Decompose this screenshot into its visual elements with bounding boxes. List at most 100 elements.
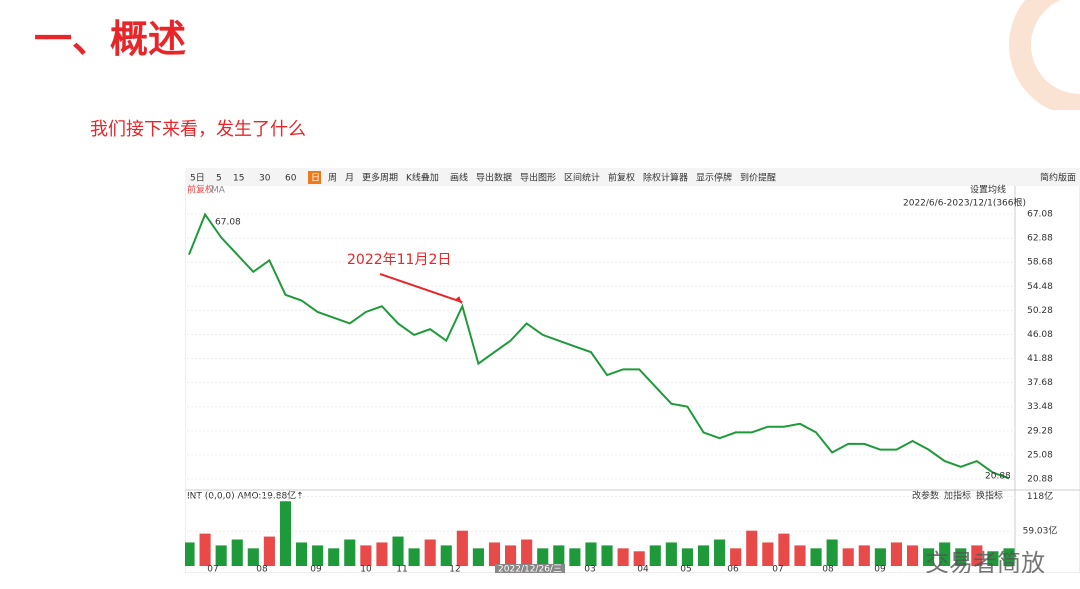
volume-bar [521,539,533,566]
toolbar-item[interactable]: 周 [328,173,337,184]
volume-button[interactable]: 改参数 [912,490,939,502]
toolbar-item[interactable]: 导出数据 [476,172,512,184]
volume-bar [649,545,661,566]
volume-bar [263,536,275,566]
slide-title: 一、概述 [34,17,187,61]
slide-subtitle: 我们接下来看，发生了什么 [90,119,306,140]
y-tick-label: 59.03亿 [1023,525,1058,537]
watermark: 交易者简放 [925,549,1045,573]
volume-bar [312,545,324,566]
volume-bar [730,548,742,566]
volume-bar [858,545,870,566]
volume-bar [585,542,597,566]
x-tick-label: 12 [449,565,460,574]
volume-bar [392,536,404,566]
y-tick-label: 67.08 [1027,210,1053,220]
toolbar-item[interactable]: 月 [345,173,354,184]
volume-bar [633,551,645,566]
x-tick-label: 09 [874,565,886,574]
y-tick-label: 20.88 [1027,475,1053,485]
legend: MA [211,186,226,196]
volume-bar [601,545,613,566]
volume-bar [955,548,967,566]
toolbar-item[interactable]: 5日 [190,173,205,184]
toolbar-item[interactable]: 更多周期 [362,172,398,184]
x-tick-label: 08 [256,565,268,574]
volume-bar [794,545,806,566]
x-tick-label: 11 [396,565,407,574]
x-tick-label: 03 [584,565,595,574]
y-tick-label: 118亿 [1027,490,1053,502]
x-tick-label: 07 [207,565,218,574]
toolbar-item[interactable]: 15 [233,174,244,184]
volume-bar [681,548,693,566]
toolbar-item[interactable]: 30 [259,174,271,184]
x-tick-label: 08 [822,565,834,574]
volume-bar [987,551,999,566]
x-tick-label: 05 [680,565,691,574]
x-tick-label: 10 [360,565,372,574]
volume-bar [360,545,372,566]
volume-bar [842,548,854,566]
x-tick-label: 07 [772,565,783,574]
toolbar-item[interactable]: 显示停牌 [696,172,732,184]
annotation-arrow [379,273,463,304]
y-tick-label: 41.88 [1027,354,1053,364]
volume-bar [344,539,356,566]
volume-bar [456,530,468,566]
volume-bar [778,533,790,566]
y-tick-label: 62.88 [1027,234,1053,244]
y-tick-label: 50.28 [1027,306,1053,316]
volume-bar [488,542,501,566]
x-tick-label: 06 [727,565,739,574]
toolbar-item[interactable]: 前复权 [608,172,635,184]
toolbar-item[interactable]: 画线 [450,172,468,184]
toolbar-item[interactable]: K线叠加 [406,172,439,184]
x-cursor-box [495,564,565,573]
range: 2022/6/6-2023/12/1(366根) [903,197,1026,209]
low-label: 20.88 [985,472,1011,482]
volume-bar [279,501,292,566]
volume-button[interactable]: 加指标 [944,490,971,502]
y-tick-label: 54.48 [1027,282,1053,292]
volume-bar [826,539,838,566]
volume-bar [215,545,227,566]
volume-bar [376,542,388,566]
volume-bar [505,545,517,566]
toolbar-item[interactable]: 除权计算器 [643,172,688,184]
high-label: 67.08 [215,218,241,228]
volume-bar [199,533,211,566]
toolbar-item[interactable]: 日 [311,173,320,184]
volume-bar [328,548,340,566]
volume-button[interactable]: 换指标 [976,490,1003,502]
annotation: 2022年11月2日 [347,252,451,268]
toolbar-right: 简约版面 [1040,172,1076,184]
toolbar-item[interactable]: 到价提醒 [740,172,776,184]
volume-bar [408,548,420,566]
volume-bar [810,548,822,566]
volume-bar [906,545,919,566]
volume-bar [746,530,758,566]
volume-bar [971,545,983,566]
volume-bar [923,548,935,566]
legend: 前复权 [187,184,214,196]
volume-bar [874,548,886,566]
volume-bar [762,542,774,566]
toolbar-item[interactable]: 区间统计 [564,172,600,184]
toolbar-item[interactable]: 60 [285,174,297,184]
volume-bar [939,542,951,566]
toolbar-item[interactable]: 导出图形 [520,172,556,184]
x-tick-label: 04 [637,565,649,574]
volume-bar [295,542,308,566]
volume-bar [247,548,259,566]
volume-bar [553,545,565,566]
toolbar-item[interactable]: 5 [216,174,222,184]
toolbar-active [308,171,321,184]
volume-bar [231,539,243,566]
volume-bar [1003,548,1015,566]
y-tick-label: 29.28 [1027,426,1053,436]
volume-bar [697,545,710,566]
volume-bar [185,542,195,566]
settings: 设置均线 [970,184,1006,196]
